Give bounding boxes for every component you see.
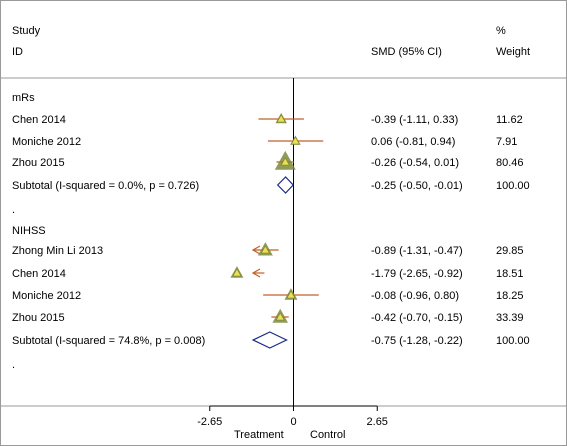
- study-row: Zhou 2015 -0.26 (-0.54, 0.01) 80.46: [12, 150, 524, 170]
- x-axis-label-treatment: Treatment: [234, 429, 284, 441]
- pooled-diamond: [251, 331, 288, 349]
- header-weight: Weight: [496, 46, 530, 58]
- header-smd: SMD (95% CI): [371, 46, 442, 58]
- group-heading: NIHSS: [12, 225, 46, 237]
- group-nihss: NIHSS Zhong Min Li 2013 -0.89 (-1.31, -0.4…: [12, 225, 530, 371]
- study-estimate-text: -0.26 (-0.54, 0.01): [371, 157, 459, 169]
- subtotal-label: Subtotal (I-squared = 74.8%, p = 0.008): [12, 335, 205, 347]
- point-estimate: [290, 136, 300, 145]
- header-study: Study: [12, 25, 41, 37]
- x-axis-tick-label: 0: [290, 416, 296, 428]
- subtotal-estimate-text: -0.25 (-0.50, -0.01): [371, 180, 463, 192]
- study-weight-text: 11.62: [496, 114, 523, 126]
- group-separator: .: [12, 204, 15, 216]
- study-weight-text: 18.25: [496, 290, 524, 302]
- study-row: Moniche 2012 0.06 (-0.81, 0.94) 7.91: [12, 135, 517, 148]
- study-weight-text: 29.85: [496, 245, 524, 257]
- study-label: Chen 2014: [12, 114, 66, 126]
- group-separator: .: [12, 359, 15, 371]
- study-weight-text: 7.91: [496, 136, 517, 148]
- x-axis-tick-label: 2.65: [367, 416, 388, 428]
- ci-arrow: [251, 245, 261, 255]
- subtotal-weight-text: 100.00: [496, 180, 530, 192]
- study-label: Zhong Min Li 2013: [12, 245, 103, 257]
- study-label: Chen 2014: [12, 268, 66, 280]
- study-estimate-text: -0.89 (-1.31, -0.47): [371, 245, 463, 257]
- forest-rows: mRs Chen 2014 -0.39 (-1.11, 0.33) 11.62 Moni…: [12, 92, 530, 371]
- study-estimate-text: -0.42 (-0.70, -0.15): [371, 312, 463, 324]
- subtotal-label: Subtotal (I-squared = 0.0%, p = 0.726): [12, 180, 199, 192]
- study-label: Moniche 2012: [12, 136, 81, 148]
- point-estimate: [276, 114, 286, 123]
- point-estimate: [280, 157, 290, 166]
- point-estimate: [275, 312, 285, 321]
- subtotal-estimate-text: -0.75 (-1.28, -0.22): [371, 335, 463, 347]
- study-label: Moniche 2012: [12, 290, 81, 302]
- header-percent: %: [496, 25, 506, 37]
- x-axis-ticks: -2.65 0 2.65: [197, 406, 388, 428]
- ci-arrow: [251, 268, 261, 278]
- group-mrs: mRs Chen 2014 -0.39 (-1.11, 0.33) 11.62 Moni…: [12, 92, 530, 216]
- header-id: ID: [12, 46, 23, 58]
- study-row: Zhou 2015 -0.42 (-0.70, -0.15) 33.39: [12, 308, 524, 324]
- subtotal-row: Subtotal (I-squared = 74.8%, p = 0.008) -…: [12, 331, 530, 349]
- study-row: Chen 2014 -0.39 (-1.11, 0.33) 11.62: [12, 112, 523, 126]
- study-weight-text: 18.51: [496, 268, 524, 280]
- x-axis-label-control: Control: [310, 429, 345, 441]
- point-estimate: [260, 245, 270, 254]
- study-estimate-text: -1.79 (-2.65, -0.92): [371, 268, 463, 280]
- study-estimate-text: -0.08 (-0.96, 0.80): [371, 290, 459, 302]
- point-estimate: [286, 290, 296, 299]
- subtotal-row: Subtotal (I-squared = 0.0%, p = 0.726) -0…: [12, 176, 530, 194]
- study-label: Zhou 2015: [12, 312, 65, 324]
- point-estimate: [232, 268, 242, 277]
- study-weight-text: 33.39: [496, 312, 524, 324]
- group-heading: mRs: [12, 92, 35, 104]
- pooled-diamond: [276, 176, 295, 194]
- study-row: Zhong Min Li 2013 -0.89 (-1.31, -0.47) 29.…: [12, 242, 524, 257]
- study-weight-text: 80.46: [496, 157, 524, 169]
- subtotal-weight-text: 100.00: [496, 335, 530, 347]
- study-label: Zhou 2015: [12, 157, 65, 169]
- study-estimate-text: 0.06 (-0.81, 0.94): [371, 136, 455, 148]
- study-row: Moniche 2012 -0.08 (-0.96, 0.80) 18.25: [12, 288, 524, 302]
- x-axis-tick-label: -2.65: [197, 416, 222, 428]
- study-row: Chen 2014 -1.79 (-2.65, -0.92) 18.51: [12, 266, 524, 280]
- study-estimate-text: -0.39 (-1.11, 0.33): [371, 114, 458, 126]
